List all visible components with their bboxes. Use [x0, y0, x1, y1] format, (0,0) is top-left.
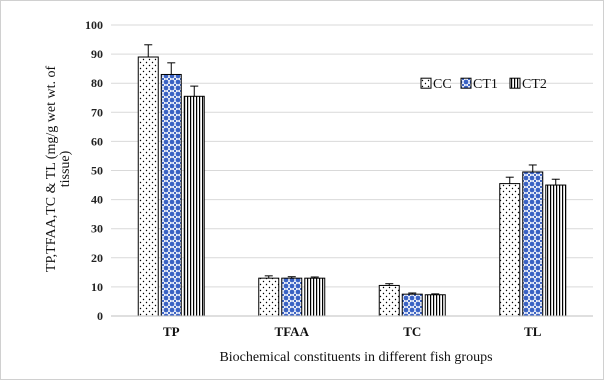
- y-tick-label: 10: [91, 280, 103, 294]
- bar-CC-TP: [137, 56, 159, 317]
- y-tick-label: 90: [91, 47, 103, 61]
- y-tick-label: 60: [91, 134, 103, 148]
- legend-label-CT2: CT2: [522, 77, 547, 92]
- bar-CT2-TP: [183, 95, 205, 317]
- bar-CT2-TFAA: [304, 277, 326, 317]
- legend-swatch-CC: [420, 77, 432, 89]
- bar-CT1-TC: [401, 293, 423, 317]
- y-axis-title-line-2: tissue): [58, 150, 73, 187]
- gridlines: [111, 24, 593, 317]
- bar-CT2-TC: [424, 294, 446, 317]
- y-axis-title-line-1: TP,TFAA,TC & TL (mg/g wet wt. of: [44, 66, 59, 273]
- y-tick-label: 40: [91, 193, 103, 207]
- bar-CC-TFAA: [258, 277, 280, 317]
- bars: [111, 56, 593, 317]
- bar-CT1-TFAA: [281, 277, 303, 317]
- bar-CT2-TL: [545, 184, 567, 317]
- y-tick-label: 50: [91, 164, 103, 178]
- legend-label-CC: CC: [433, 77, 452, 92]
- x-category-label: TP: [163, 324, 180, 339]
- legend-swatch-CT2: [509, 77, 521, 89]
- legend-label-CT1: CT1: [473, 77, 498, 92]
- error-bars: [144, 44, 560, 295]
- legend-swatch-CT1: [460, 77, 472, 89]
- y-tick-label: 80: [91, 76, 103, 90]
- x-category-label: TFAA: [275, 324, 310, 339]
- x-axis-categories: TP TFAA TC TL: [163, 324, 542, 339]
- x-category-label: TC: [403, 324, 421, 339]
- y-tick-label: 20: [91, 251, 103, 265]
- y-tick-label: 100: [85, 18, 103, 32]
- y-axis-ticks: 0 10 20 30 40 50 60 70 80 90 100: [85, 18, 103, 323]
- x-category-label: TL: [524, 324, 542, 339]
- y-tick-label: 0: [97, 309, 103, 323]
- bar-CT1-TP: [160, 73, 182, 317]
- bar-CT1-TL: [522, 171, 544, 317]
- bar-CC-TC: [378, 284, 400, 317]
- bar-CC-TL: [499, 183, 521, 317]
- y-tick-label: 70: [91, 105, 103, 119]
- legend: CC CT1 CT2: [420, 77, 547, 92]
- x-axis-title: Biochemical constituents in different fi…: [219, 350, 492, 365]
- y-tick-label: 30: [91, 222, 103, 236]
